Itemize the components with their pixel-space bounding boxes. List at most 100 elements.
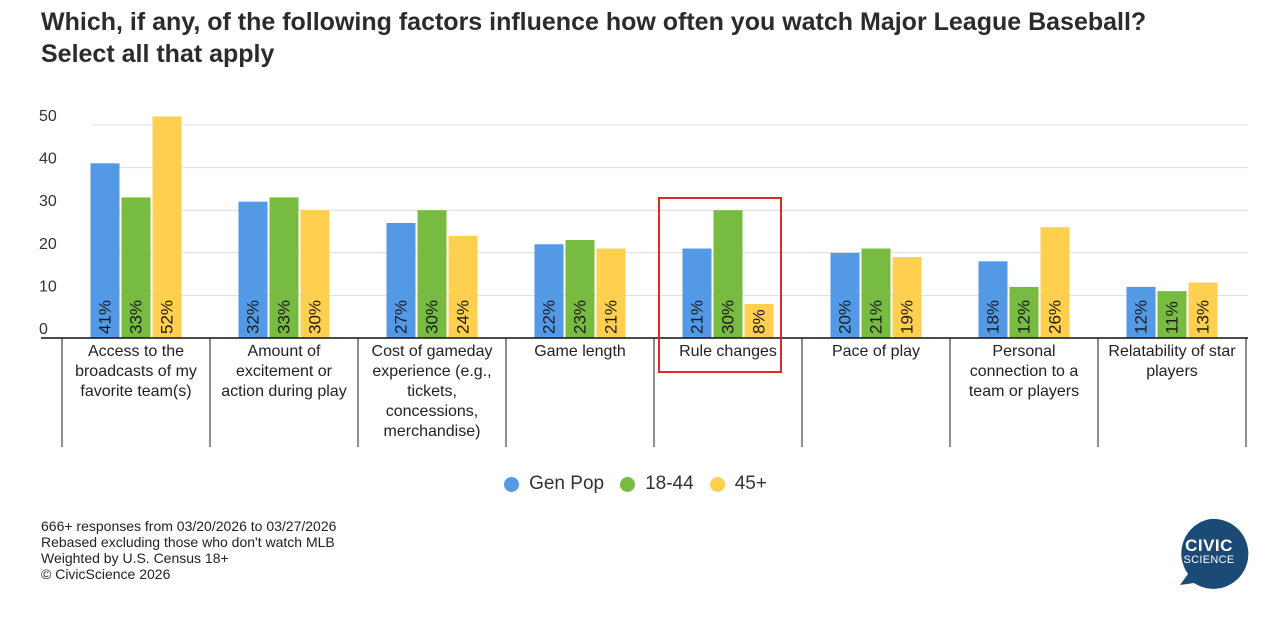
bar-1-2: [300, 210, 330, 338]
bar-6-2: [1040, 227, 1070, 338]
data-label-4-0: 21%: [688, 300, 707, 334]
x-category-label-2-line-1: experience (e.g.,: [372, 363, 492, 380]
data-label-4-2: 8%: [750, 309, 769, 334]
data-label-2-2: 24%: [454, 300, 473, 334]
bar-6-1: [1009, 286, 1039, 338]
bar-3-0: [534, 244, 564, 338]
note-responses: 666+ responses from 03/20/2026 to 03/27/…: [41, 518, 337, 534]
legend-item-18-44: 18-44: [620, 473, 694, 495]
x-category-label-3-line-0: Game length: [534, 343, 626, 360]
bar-0-0: [90, 163, 120, 338]
data-label-1-2: 30%: [306, 300, 325, 334]
y-tick-label-50: 50: [39, 108, 57, 125]
bar-2-1: [417, 210, 447, 338]
bar-7-2: [1188, 282, 1218, 338]
x-category-label-2: Cost of gameday experience (e.g., tickets,…: [361, 342, 503, 442]
bar-4-1: [713, 210, 743, 338]
data-label-0-2: 52%: [158, 300, 177, 334]
x-category-label-7-line-1: players: [1146, 363, 1198, 380]
x-category-label-2-line-2: tickets,: [407, 383, 457, 400]
bar-3-1: [565, 240, 595, 338]
note-weighted: Weighted by U.S. Census 18+: [41, 550, 229, 566]
data-label-3-0: 22%: [540, 300, 559, 334]
x-category-label-0-line-0: Access to the: [87, 343, 185, 360]
bar-7-1: [1157, 291, 1187, 338]
data-label-5-2: 19%: [898, 300, 917, 334]
x-category-label-6-line-0: Personal: [992, 343, 1056, 360]
note-copyright: © CivicScience 2026: [41, 566, 171, 582]
data-label-1-0: 32%: [244, 300, 263, 334]
y-tick-label-30: 30: [39, 193, 57, 210]
bar-5-2: [892, 257, 922, 338]
logo-text-civic: CIVIC: [1185, 536, 1233, 555]
data-label-7-2: 13%: [1194, 300, 1213, 334]
legend-label-18-44: 18-44: [645, 473, 694, 494]
legend-dot-gen-pop: [504, 476, 520, 492]
x-category-label-1: Amount of excitement or action during play: [213, 342, 355, 402]
x-category-label-4: Rule changes: [657, 342, 799, 362]
note-rebased: Rebased excluding those who don't watch …: [41, 534, 335, 550]
bar-7-0: [1126, 286, 1156, 338]
legend-label-gen-pop: Gen Pop: [529, 473, 605, 494]
data-label-2-1: 30%: [423, 300, 442, 334]
x-category-label-2-line-0: Cost of gameday: [371, 343, 493, 360]
x-category-label-5-line-0: Pace of play: [831, 343, 921, 360]
bar-3-2: [596, 248, 626, 338]
data-label-3-2: 21%: [602, 300, 621, 334]
x-category-label-0-line-1: broadcasts of my: [75, 363, 197, 380]
bar-2-2: [448, 235, 478, 338]
x-category-label-0-line-2: favorite team(s): [80, 383, 192, 400]
data-label-0-0: 41%: [96, 300, 115, 334]
data-label-7-1: 11%: [1163, 301, 1182, 334]
x-category-label-1-line-0: Amount of: [247, 343, 321, 360]
legend-dot-45-plus: [709, 476, 725, 492]
bar-1-0: [238, 201, 268, 338]
y-tick-label-20: 20: [39, 236, 57, 253]
x-category-label-0: Access to the broadcasts of my favorite te…: [65, 342, 207, 402]
bar-5-1: [861, 248, 891, 338]
data-label-0-1: 33%: [127, 300, 146, 334]
x-category-label-7-line-0: Relatability of star: [1108, 343, 1236, 360]
x-category-label-1-line-1: excitement or: [235, 363, 333, 380]
bar-5-0: [830, 252, 860, 338]
legend: Gen Pop 18-44 45+: [0, 473, 1271, 495]
footnotes: 666+ responses from 03/20/2026 to 03/27/…: [41, 518, 336, 582]
logo-text-science: SCIENCE: [1183, 554, 1235, 566]
data-label-4-1: 30%: [719, 300, 738, 334]
title-line-2: Select all that apply: [41, 40, 275, 68]
legend-item-45-plus: 45+: [709, 473, 767, 495]
data-label-5-1: 21%: [867, 300, 886, 334]
data-label-6-2: 26%: [1046, 300, 1065, 334]
legend-label-45-plus: 45+: [734, 473, 767, 494]
legend-item-gen-pop: Gen Pop: [504, 473, 604, 495]
bar-4-0: [682, 248, 712, 338]
logo-badge-icon: [1180, 518, 1249, 589]
civicscience-logo: CIVIC SCIENCE: [1172, 516, 1252, 596]
data-label-2-0: 27%: [392, 300, 411, 334]
y-tick-label-10: 10: [39, 278, 57, 295]
x-category-label-1-line-2: action during play: [221, 383, 347, 400]
chart-title: Which, if any, of the following factors …: [41, 6, 1241, 70]
data-label-3-1: 23%: [571, 300, 590, 334]
y-tick-label-40: 40: [39, 151, 57, 168]
bar-2-0: [386, 222, 416, 338]
x-category-label-7: Relatability of star players: [1101, 342, 1243, 382]
highlight-box: [658, 197, 782, 373]
x-category-label-3: Game length: [509, 342, 651, 362]
data-label-6-0: 18%: [984, 300, 1003, 334]
x-category-label-2-line-4: merchandise): [383, 423, 481, 440]
bar-0-2: [152, 116, 182, 338]
data-label-5-0: 20%: [836, 300, 855, 334]
y-tick-label-0: 0: [39, 321, 48, 338]
bar-1-1: [269, 197, 299, 338]
bar-4-2: [744, 303, 774, 338]
title-line-1: Which, if any, of the following factors …: [41, 8, 1147, 36]
bar-0-1: [121, 197, 151, 338]
x-category-label-2-line-3: concessions,: [385, 403, 479, 420]
data-label-6-1: 12%: [1015, 300, 1034, 334]
x-category-label-5: Pace of play: [805, 342, 947, 362]
x-category-label-6: Personal connection to a team or players: [953, 342, 1095, 402]
data-label-1-1: 33%: [275, 300, 294, 334]
data-label-7-0: 12%: [1132, 300, 1151, 334]
